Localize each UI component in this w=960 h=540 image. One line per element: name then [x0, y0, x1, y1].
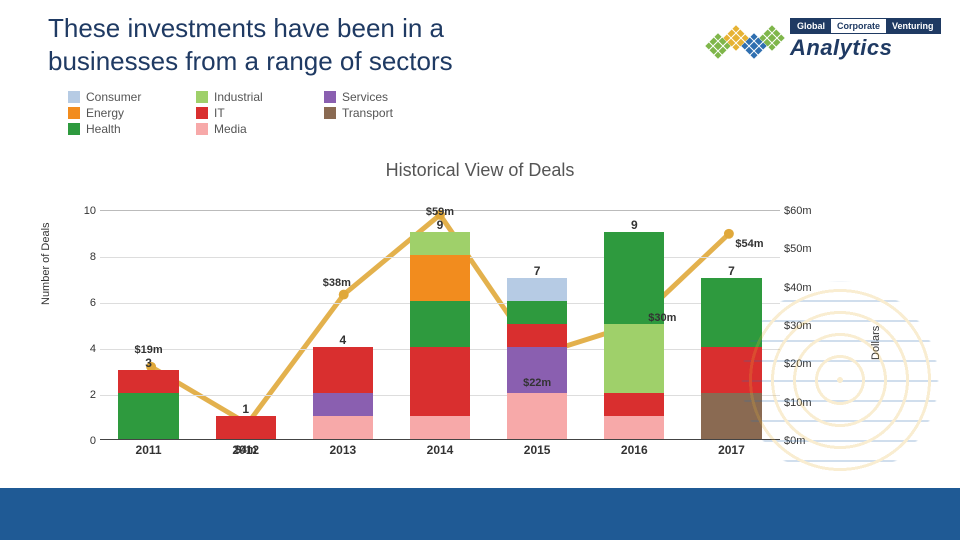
- bar-segment: [507, 324, 567, 347]
- logo-wordmark: Analytics: [790, 35, 892, 61]
- deals-total-label: 9: [631, 218, 638, 232]
- y1-tick: 4: [74, 343, 96, 355]
- deals-total-label: 3: [145, 356, 152, 370]
- logo-globes-icon: [704, 24, 784, 64]
- dollars-label: $59m: [426, 206, 454, 218]
- brand-logo: Global Corporate Venturing Analytics: [704, 18, 934, 68]
- logo-pill-a: Global: [791, 19, 831, 33]
- bar-segment: [604, 324, 664, 393]
- bar-segment: [604, 393, 664, 416]
- footer-bar: [0, 488, 960, 540]
- dollars-label: $4m: [235, 444, 257, 456]
- logo-pill-b: Corporate: [831, 19, 886, 33]
- bar: [507, 278, 567, 439]
- legend-item: Consumer: [68, 90, 188, 104]
- y2-tick: $60m: [784, 205, 824, 217]
- legend-label: IT: [214, 106, 225, 120]
- slide: { "title": "These investments have been …: [0, 0, 960, 540]
- dollars-label: $30m: [648, 312, 676, 324]
- logo-pill-c: Venturing: [886, 19, 940, 33]
- bar-segment: [410, 255, 470, 301]
- deals-total-label: 1: [242, 402, 249, 416]
- dollars-label: $22m: [523, 377, 551, 389]
- slide-title: These investments have been in a busines…: [48, 12, 548, 77]
- y1-axis-label: Number of Deals: [40, 222, 52, 305]
- legend-label: Health: [86, 122, 121, 136]
- bar: [410, 232, 470, 439]
- legend-swatch: [196, 107, 208, 119]
- deals-total-label: 4: [340, 333, 347, 347]
- y1-tick: 10: [74, 205, 96, 217]
- dollars-label: $19m: [134, 344, 162, 356]
- y1-tick: 6: [74, 297, 96, 309]
- bar-segment: [410, 301, 470, 347]
- legend-label: Industrial: [214, 90, 263, 104]
- dollars-label: $38m: [323, 277, 351, 289]
- dollars-label: $54m: [735, 238, 763, 250]
- x-tick: 2015: [524, 443, 551, 457]
- legend-label: Consumer: [86, 90, 141, 104]
- deals-total-label: 9: [437, 218, 444, 232]
- chart-title: Historical View of Deals: [0, 160, 960, 181]
- deals-total-label: 7: [728, 264, 735, 278]
- chart-legend: Consumer Industrial Services Energy IT Transp…: [68, 90, 444, 136]
- legend-label: Services: [342, 90, 388, 104]
- bar: [604, 232, 664, 439]
- bar-segment: [216, 416, 276, 439]
- y1-tick: 8: [74, 251, 96, 263]
- deals-total-label: 7: [534, 264, 541, 278]
- bar-segment: [410, 416, 470, 439]
- y1-tick: 2: [74, 389, 96, 401]
- bar-segment: [410, 347, 470, 416]
- bar-segment: [313, 347, 373, 393]
- legend-swatch: [324, 91, 336, 103]
- legend-item: Energy: [68, 106, 188, 120]
- bar-segment: [313, 393, 373, 416]
- chart-plot: 0246810$0m$10m$20m$30m$40m$50m$60m201132…: [100, 210, 780, 440]
- bar-segment: [118, 370, 178, 393]
- bar-segment: [410, 232, 470, 255]
- legend-label: Media: [214, 122, 247, 136]
- x-tick: 2014: [427, 443, 454, 457]
- bar-segment: [118, 393, 178, 439]
- legend-swatch: [196, 123, 208, 135]
- background-globe-icon: [700, 240, 960, 520]
- legend-swatch: [196, 91, 208, 103]
- legend-swatch: [68, 107, 80, 119]
- y1-tick: 0: [74, 435, 96, 447]
- legend-swatch: [324, 107, 336, 119]
- legend-item: IT: [196, 106, 316, 120]
- legend-item: Services: [324, 90, 444, 104]
- bar: [313, 347, 373, 439]
- x-tick: 2011: [136, 443, 162, 457]
- legend-swatch: [68, 123, 80, 135]
- legend-label: Energy: [86, 106, 124, 120]
- bar-segment: [507, 393, 567, 439]
- legend-item: Health: [68, 122, 188, 136]
- bar: [216, 416, 276, 439]
- x-tick: 2016: [621, 443, 648, 457]
- bar: [118, 370, 178, 439]
- legend-swatch: [68, 91, 80, 103]
- bar-segment: [313, 416, 373, 439]
- bar-segment: [604, 232, 664, 324]
- legend-item: Industrial: [196, 90, 316, 104]
- logo-pill: Global Corporate Venturing: [790, 18, 941, 34]
- legend-label: Transport: [342, 106, 393, 120]
- x-tick: 2013: [329, 443, 356, 457]
- legend-item: Media: [196, 122, 316, 136]
- bar-segment: [604, 416, 664, 439]
- bar-segment: [507, 301, 567, 324]
- legend-item: Transport: [324, 106, 444, 120]
- bar-segment: [507, 278, 567, 301]
